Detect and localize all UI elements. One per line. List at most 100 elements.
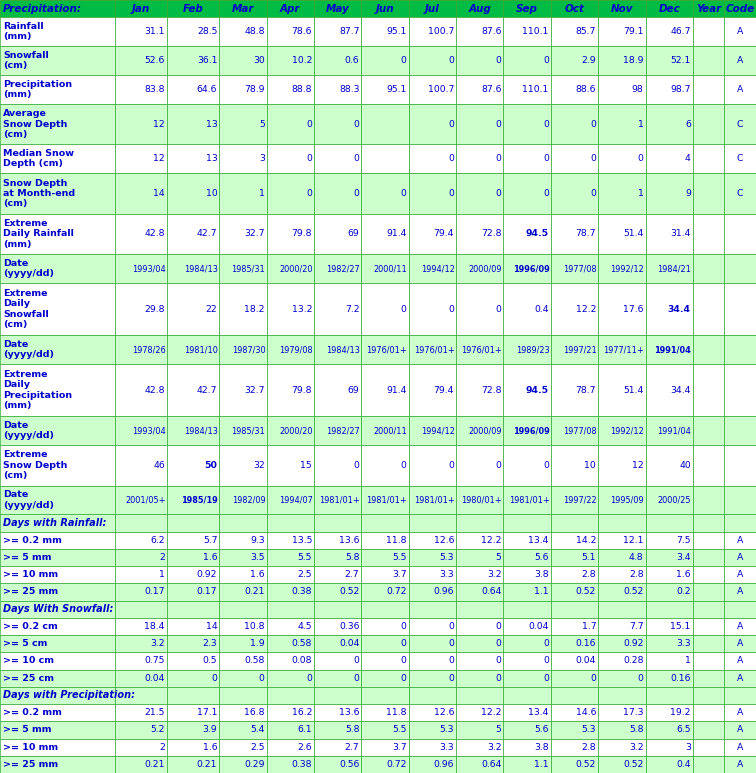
Bar bbox=[646, 485, 692, 514]
Bar bbox=[692, 364, 724, 416]
Text: 5.5: 5.5 bbox=[298, 553, 312, 562]
Text: 10.8: 10.8 bbox=[244, 622, 265, 631]
Bar bbox=[219, 104, 267, 145]
Bar bbox=[646, 584, 692, 601]
Text: 0.16: 0.16 bbox=[575, 639, 596, 649]
Bar bbox=[724, 335, 756, 364]
Bar bbox=[267, 618, 314, 635]
Text: 0: 0 bbox=[543, 639, 549, 649]
Bar bbox=[598, 721, 646, 738]
Text: 78.9: 78.9 bbox=[244, 85, 265, 94]
Bar bbox=[314, 254, 361, 283]
Bar bbox=[598, 145, 646, 173]
Text: 12.2: 12.2 bbox=[481, 708, 501, 717]
Bar bbox=[267, 485, 314, 514]
Bar bbox=[503, 704, 551, 721]
Bar bbox=[115, 173, 167, 213]
Bar bbox=[646, 686, 692, 704]
Text: Days with Rainfall:: Days with Rainfall: bbox=[3, 518, 107, 528]
Bar bbox=[456, 532, 503, 549]
Text: C: C bbox=[737, 155, 743, 163]
Text: 0: 0 bbox=[354, 155, 359, 163]
Bar bbox=[646, 618, 692, 635]
Text: 5.8: 5.8 bbox=[629, 725, 643, 734]
Bar bbox=[167, 0, 219, 17]
Text: Snow Depth
at Month-end
(cm): Snow Depth at Month-end (cm) bbox=[3, 179, 75, 209]
Bar bbox=[314, 618, 361, 635]
Text: >= 5 cm: >= 5 cm bbox=[3, 639, 48, 649]
Bar bbox=[409, 566, 456, 584]
Bar bbox=[456, 584, 503, 601]
Bar bbox=[551, 104, 598, 145]
Bar bbox=[598, 17, 646, 46]
Bar bbox=[167, 485, 219, 514]
Bar bbox=[0, 17, 115, 46]
Text: 0: 0 bbox=[401, 656, 407, 666]
Bar bbox=[115, 721, 167, 738]
Bar bbox=[598, 213, 646, 254]
Text: 3.2: 3.2 bbox=[487, 743, 501, 751]
Bar bbox=[646, 532, 692, 549]
Text: Date
(yyyy/dd): Date (yyyy/dd) bbox=[3, 340, 54, 359]
Bar bbox=[551, 17, 598, 46]
Bar bbox=[598, 75, 646, 104]
Bar bbox=[314, 75, 361, 104]
Text: 1.6: 1.6 bbox=[250, 570, 265, 579]
Bar bbox=[724, 364, 756, 416]
Text: 1979/08: 1979/08 bbox=[279, 345, 312, 354]
Bar bbox=[219, 669, 267, 686]
Text: 3.3: 3.3 bbox=[439, 570, 454, 579]
Bar bbox=[551, 254, 598, 283]
Text: 0.29: 0.29 bbox=[244, 760, 265, 769]
Bar bbox=[598, 704, 646, 721]
Text: 1981/10: 1981/10 bbox=[184, 345, 218, 354]
Text: 2000/25: 2000/25 bbox=[658, 495, 691, 505]
Bar bbox=[503, 618, 551, 635]
Bar bbox=[409, 738, 456, 756]
Bar bbox=[551, 738, 598, 756]
Text: 87.6: 87.6 bbox=[481, 85, 501, 94]
Bar bbox=[0, 721, 115, 738]
Bar bbox=[503, 283, 551, 335]
Text: A: A bbox=[737, 708, 743, 717]
Bar bbox=[361, 17, 409, 46]
Bar bbox=[409, 75, 456, 104]
Text: 0: 0 bbox=[354, 189, 359, 198]
Bar bbox=[167, 145, 219, 173]
Bar bbox=[646, 17, 692, 46]
Bar bbox=[115, 416, 167, 445]
Text: 0.64: 0.64 bbox=[481, 587, 501, 597]
Text: 4: 4 bbox=[685, 155, 691, 163]
Bar bbox=[267, 416, 314, 445]
Bar bbox=[503, 335, 551, 364]
Bar bbox=[692, 601, 724, 618]
Text: 14: 14 bbox=[153, 189, 165, 198]
Bar bbox=[692, 445, 724, 485]
Bar bbox=[219, 283, 267, 335]
Text: 13.2: 13.2 bbox=[292, 305, 312, 314]
Bar bbox=[598, 686, 646, 704]
Bar bbox=[314, 213, 361, 254]
Text: 1991/04: 1991/04 bbox=[655, 345, 691, 354]
Bar bbox=[598, 514, 646, 532]
Text: 6: 6 bbox=[685, 120, 691, 128]
Text: Feb: Feb bbox=[183, 4, 203, 14]
Bar bbox=[314, 445, 361, 485]
Bar bbox=[456, 173, 503, 213]
Text: 0.04: 0.04 bbox=[144, 674, 165, 683]
Text: Date
(yyyy/dd): Date (yyyy/dd) bbox=[3, 490, 54, 509]
Text: 0: 0 bbox=[448, 120, 454, 128]
Text: 0: 0 bbox=[354, 461, 359, 470]
Text: A: A bbox=[737, 639, 743, 649]
Bar bbox=[692, 485, 724, 514]
Bar bbox=[551, 145, 598, 173]
Bar bbox=[692, 669, 724, 686]
Bar bbox=[456, 485, 503, 514]
Text: 1984/13: 1984/13 bbox=[184, 264, 218, 273]
Bar bbox=[115, 75, 167, 104]
Text: 0: 0 bbox=[448, 656, 454, 666]
Bar bbox=[0, 584, 115, 601]
Text: 94.5: 94.5 bbox=[525, 386, 549, 394]
Bar bbox=[115, 549, 167, 566]
Bar bbox=[219, 254, 267, 283]
